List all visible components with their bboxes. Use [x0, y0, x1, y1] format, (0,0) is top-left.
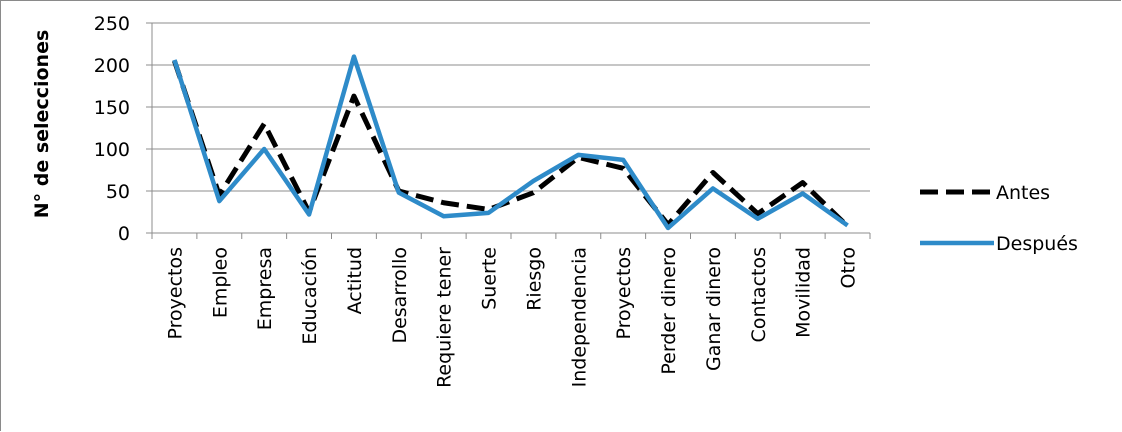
x-tick-label: Independencia: [568, 247, 590, 387]
y-tick-labels: 0 50 100 150 200 250: [94, 13, 130, 245]
x-tick-label: Perder dinero: [658, 247, 680, 375]
y-tick-label: 100: [94, 139, 130, 161]
x-tick-label: Otro: [838, 247, 860, 288]
x-tick-label: Movilidad: [793, 247, 815, 338]
x-tick-label: Requiere tener: [434, 247, 456, 388]
y-tick-label: 150: [94, 97, 130, 119]
x-tick-label: Contactos: [748, 247, 770, 342]
series-line-1: [172, 60, 850, 229]
y-tick-label: 200: [94, 55, 130, 77]
x-tick-label: Empleo: [209, 247, 231, 318]
x-tick-label: Educación: [299, 247, 321, 345]
series-lines: [172, 54, 850, 231]
x-tick-label: Suerte: [479, 247, 501, 310]
legend-label: Antes: [996, 182, 1050, 204]
series-line-2: [172, 54, 849, 231]
x-tick-label: Proyectos: [613, 247, 635, 340]
y-axis-label: N° de selecciones: [31, 30, 53, 219]
y-tick-label: 0: [118, 223, 130, 245]
x-tick-label: Empresa: [254, 247, 276, 330]
x-tick-label: Ganar dinero: [703, 247, 725, 371]
x-tick-label: Desarrollo: [389, 247, 411, 344]
legend-label: Después: [996, 233, 1078, 255]
x-tick-label: Proyectos: [164, 247, 186, 340]
x-tick-labels: Proyectos Empleo Empresa Educación Actitud De…: [164, 247, 859, 388]
legend: Antes Después: [920, 182, 1078, 255]
x-tick-label: Actitud: [344, 247, 366, 314]
y-tick-label: 50: [106, 181, 130, 203]
x-tick-label: Riesgo: [523, 247, 545, 311]
y-tick-label: 250: [94, 13, 130, 35]
gridlines: [146, 22, 871, 239]
